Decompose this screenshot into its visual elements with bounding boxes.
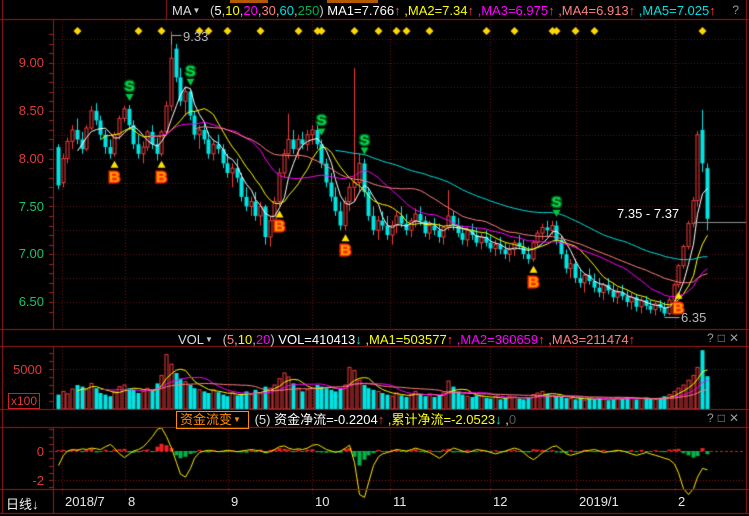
chevron-down-icon: ▼ [205,335,213,344]
ma-indicator-dropdown[interactable]: MA▼ [172,3,204,18]
maximize-icon[interactable]: □ [717,331,729,345]
help-icon[interactable]: ? [707,411,718,425]
close-icon[interactable]: ✕ [728,411,743,425]
vol-indicator-dropdown[interactable]: VOL▼ [178,332,217,347]
legend-segment: , [221,3,226,18]
legend-segment: 20 [255,332,271,347]
volume-axis-label: 5000 [13,362,42,377]
legend-segment: VOL=410413 [278,332,356,347]
legend-segment: MA1=7.766 [327,3,395,18]
legend-segment: ,MA2=360659 [453,332,539,347]
flow-pane-header: 资金流变▼ (5) 资金净流=-0.2204↑ ,累计净流=-2.0523↓ ,… [176,411,517,429]
legend-segment: ,MA3=211474 [544,332,629,347]
flow-indicator-label: 资金流变 [180,412,233,427]
legend-segment: ,MA3=6.975 [474,3,549,18]
legend-segment: , [239,3,244,18]
arrow-down-icon: ↓ [32,497,39,512]
legend-segment: ↑ [628,3,636,18]
timeline-month-label: 11 [393,494,407,509]
legend-segment: 60 [279,3,294,18]
chevron-down-icon: ▼ [192,6,201,15]
legend-segment: , [275,3,280,18]
price-axis-label: 8.50 [18,103,44,118]
close-icon[interactable]: ✕ [728,331,743,345]
toolbar-remnant [327,0,378,3]
legend-segment: , [501,412,509,427]
timeline-month-label: 12 [493,494,508,509]
legend-segment: 30 [261,3,276,18]
legend-segment: ↓ [495,412,502,427]
flow-pane-icons: ?□✕ [707,411,743,425]
vol-legend: (5,10,20) VOL=410413↓ ,MA1=503577↑ ,MA2=… [223,332,636,347]
maximize-icon[interactable]: □ [717,411,729,425]
ma-indicator-label: MA [172,3,192,18]
legend-segment: ↑ [446,332,454,347]
legend-segment: ,MA2=7.34 [400,3,468,18]
timeline-month-label: 2019/1 [579,494,619,509]
legend-segment: , [252,332,256,347]
period-label: 日线 [6,497,33,512]
legend-segment: ( [222,332,227,347]
legend-segment: ↓ [355,332,362,347]
legend-segment: ↑ [628,332,636,347]
help-icon[interactable]: ? [732,3,743,17]
low-price-callout: 6.35 [681,310,707,325]
legend-segment: ↑ [377,412,385,427]
flow-indicator-dropdown[interactable]: 资金流变▼ [176,411,249,429]
legend-segment: ↑ [538,332,545,347]
legend-segment: ↑ [394,3,401,18]
volume-axis-unit: x100 [8,393,41,409]
price-axis-label: 7.00 [18,246,44,261]
legend-segment: ↑ [467,3,475,18]
price-axis-label: 9.00 [18,55,44,70]
legend-segment: , [294,3,298,18]
timeline-month-label: 2018/7 [65,494,105,509]
price-axis-label: 6.50 [18,294,44,309]
vol-indicator-label: VOL [178,332,205,347]
flow-axis-label: 0 [36,444,44,459]
price-pane-icons: ? [732,3,743,17]
price-axis-label: 7.50 [18,199,44,214]
price-pane-header: MA▼ (5,10,20,30,60,250) MA1=7.766↑ ,MA2=… [172,2,716,19]
price-axis-label: 8.00 [18,151,44,166]
chevron-down-icon: ▼ [233,415,241,424]
legend-segment: ,MA5=7.025 [635,3,710,18]
period-selector[interactable]: 日线↓ [6,494,39,514]
legend-segment: , [257,3,262,18]
legend-segment: 5 [226,332,235,347]
legend-segment: , [234,332,238,347]
legend-segment: 0 [508,412,517,427]
legend-segment: 10 [225,3,240,18]
volume-pane-icons: ?□✕ [707,331,743,345]
legend-segment: 5 [214,3,222,18]
timeline-month-label: 10 [315,494,330,509]
legend-segment: ↑ [548,3,555,18]
timeline-month-label: 8 [128,494,136,509]
volume-pane-header: VOL▼ (5,10,20) VOL=410413↓ ,MA1=503577↑ … [178,331,635,348]
flow-legend: (5) 资金净流=-0.2204↑ ,累计净流=-2.0523↓ ,0 [255,412,517,427]
legend-segment: (5) [254,412,275,427]
bid-ask-label: 7.35 - 7.37 [617,206,680,221]
legend-segment: ↑ [709,3,716,18]
high-price-callout: 9.33 [183,29,209,44]
flow-axis-label: -2 [32,473,44,488]
timeline-month-label: 2 [678,494,686,509]
legend-segment: 资金净流=-0.2204 [274,412,378,427]
legend-segment: ) [319,3,328,18]
timeline-month-label: 9 [231,494,239,509]
legend-segment: ,累计净流=-2.0523 [384,412,496,427]
legend-segment: ( [210,3,215,18]
toolbar-remnant [230,0,268,3]
legend-segment: 250 [297,3,320,18]
help-icon[interactable]: ? [707,331,718,345]
legend-segment: ) [270,332,279,347]
legend-segment: 10 [237,332,253,347]
legend-segment: 20 [243,3,258,18]
ma-legend: (5,10,20,30,60,250) MA1=7.766↑ ,MA2=7.34… [210,3,716,18]
legend-segment: ,MA1=503577 [361,332,447,347]
legend-segment: ,MA4=6.913 [554,3,629,18]
